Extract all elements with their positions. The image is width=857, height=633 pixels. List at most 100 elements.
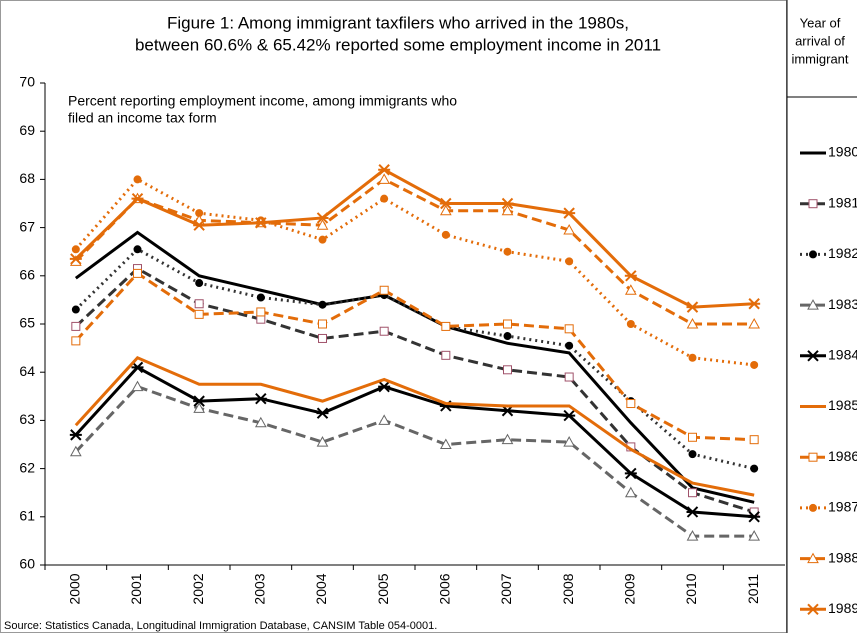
marker (131, 380, 144, 392)
x-tick-label: 2001 (128, 573, 144, 604)
marker (686, 301, 699, 313)
marker (748, 511, 761, 523)
line (74, 167, 755, 309)
y-tick-label: 62 (19, 459, 35, 475)
marker (808, 452, 818, 462)
line (74, 271, 755, 442)
marker (749, 435, 759, 445)
annotation: Percent reporting employment income, amo… (68, 93, 457, 109)
x-tick-label: 2007 (498, 573, 514, 604)
marker (131, 361, 144, 374)
marker (193, 395, 206, 407)
series (74, 355, 755, 497)
line (74, 266, 755, 514)
marker (439, 197, 452, 210)
marker (501, 204, 514, 216)
marker (69, 253, 82, 265)
marker (69, 429, 82, 441)
legend-title: arrival of (795, 33, 845, 48)
legend-label: 1988 (828, 549, 857, 565)
marker (379, 285, 389, 295)
legend-label: 1985 (828, 397, 857, 413)
marker (807, 350, 819, 362)
marker (441, 230, 450, 239)
y-tick-label: 61 (19, 508, 35, 524)
marker (563, 207, 576, 219)
chart-title: between 60.6% & 65.42% reported some emp… (135, 35, 661, 54)
marker (256, 307, 266, 317)
marker (133, 245, 142, 254)
annotation: filed an income tax form (68, 110, 217, 126)
marker (626, 399, 636, 409)
marker (71, 245, 80, 254)
series (69, 361, 761, 523)
marker (686, 317, 699, 329)
marker (133, 175, 142, 184)
marker (750, 360, 759, 369)
line (74, 384, 755, 538)
legend-label: 1980 (828, 144, 857, 160)
marker (503, 365, 512, 375)
legend-title: Year of (800, 15, 841, 30)
chart-title: Figure 1: Among immigrant taxfilers who … (167, 13, 629, 32)
marker (626, 320, 635, 328)
legend-label: 1983 (828, 296, 857, 312)
marker (503, 332, 512, 341)
marker (380, 194, 389, 203)
line (74, 355, 755, 497)
marker (193, 402, 206, 413)
series (71, 175, 759, 369)
marker (750, 464, 759, 473)
legend-label: 1989 (828, 600, 857, 616)
series (71, 245, 759, 473)
source: Source: Statistics Canada, Longitudinal … (4, 620, 437, 632)
marker (686, 506, 699, 518)
marker (133, 268, 142, 278)
marker (563, 436, 576, 447)
y-tick-label: 64 (19, 363, 35, 379)
y-tick-label: 60 (19, 556, 35, 572)
marker (563, 223, 576, 235)
x-tick-label: 2005 (375, 573, 391, 604)
marker (688, 450, 697, 459)
marker (316, 219, 329, 230)
marker (193, 219, 206, 231)
y-tick-label: 63 (19, 411, 35, 427)
marker (565, 257, 574, 266)
marker (688, 353, 697, 362)
x-tick-label: 2002 (190, 573, 206, 604)
marker (501, 433, 514, 445)
marker (378, 414, 391, 425)
marker (71, 336, 81, 346)
y-tick-label: 66 (19, 267, 35, 283)
marker (809, 503, 817, 512)
marker (807, 552, 819, 564)
marker (195, 279, 204, 288)
series (71, 268, 759, 445)
y-tick-label: 68 (19, 170, 35, 186)
marker (316, 436, 329, 447)
marker (501, 197, 514, 210)
marker (378, 380, 391, 393)
marker (563, 409, 576, 422)
legend-label: 1981 (828, 194, 857, 210)
marker (254, 416, 267, 428)
legend-label: 1984 (828, 347, 857, 363)
marker (809, 250, 817, 259)
marker (807, 603, 819, 616)
marker (254, 217, 267, 229)
marker (439, 204, 452, 216)
x-tick-label: 2010 (683, 573, 699, 604)
marker (378, 173, 391, 184)
line (74, 247, 755, 471)
marker (624, 284, 637, 295)
series (69, 380, 761, 541)
marker (195, 209, 204, 218)
marker (688, 432, 697, 442)
marker (748, 317, 761, 329)
marker (748, 298, 761, 310)
y-tick-label: 67 (19, 218, 35, 234)
marker (564, 324, 574, 334)
x-tick-label: 2009 (622, 573, 638, 604)
marker (379, 326, 389, 336)
